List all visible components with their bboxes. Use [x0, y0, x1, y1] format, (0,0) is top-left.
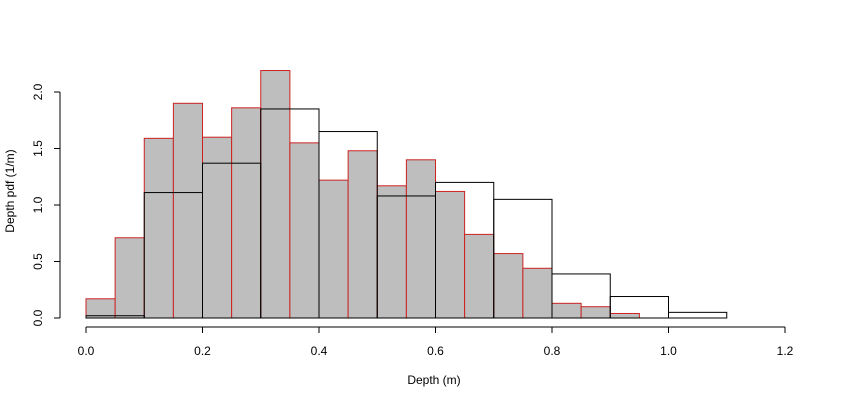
outline-histogram	[85, 108, 728, 319]
filled-bar-18	[609, 312, 640, 319]
y-tick-label-0: 0.0	[31, 309, 45, 326]
x-tick-label-1: 0.2	[194, 344, 211, 358]
filled-bar-1	[114, 237, 145, 319]
outline-bar-9	[609, 296, 669, 319]
filled-bar-14	[493, 253, 524, 319]
filled-bar-6	[260, 70, 291, 319]
x-tick-label-2: 0.4	[311, 344, 328, 358]
x-tick-label-5: 1.0	[660, 344, 677, 358]
filled-bar-16	[551, 302, 582, 319]
filled-bar-5	[231, 107, 262, 319]
filled-bar-4	[202, 136, 233, 319]
y-tick-label-4: 2.0	[31, 83, 45, 100]
x-axis: 0.0 0.2 0.4 0.6 0.8 1.0 1.2	[78, 326, 794, 358]
filled-bar-17	[580, 306, 611, 319]
y-tick-label-2: 1.0	[31, 196, 45, 213]
x-axis-title: Depth (m)	[407, 373, 460, 387]
outline-bar-8	[551, 273, 611, 319]
x-tick-label-0: 0.0	[78, 344, 95, 358]
filled-bar-10	[376, 185, 407, 319]
filled-bar-7	[289, 142, 320, 319]
x-tick-label-3: 0.6	[427, 344, 444, 358]
y-tick-label-1: 0.5	[31, 253, 45, 270]
filled-bar-2	[143, 137, 174, 319]
filled-bar-13	[464, 233, 495, 319]
filled-histogram	[85, 70, 640, 319]
x-tick-label-6: 1.2	[777, 344, 794, 358]
outline-bar-7	[493, 198, 553, 319]
filled-bar-8	[318, 179, 349, 319]
filled-bar-15	[522, 267, 553, 319]
y-axis-title: Depth pdf (1/m)	[3, 149, 17, 232]
x-tick-label-4: 0.8	[544, 344, 561, 358]
filled-bar-3	[172, 102, 204, 319]
filled-bar-9	[347, 150, 378, 319]
filled-bar-11	[405, 159, 437, 319]
filled-bar-0	[85, 298, 116, 319]
y-axis: 0.0 0.5 1.0 1.5 2.0	[31, 83, 61, 326]
filled-bar-12	[435, 190, 466, 319]
y-tick-label-3: 1.5	[31, 140, 45, 157]
outline-bar-10	[668, 311, 728, 319]
